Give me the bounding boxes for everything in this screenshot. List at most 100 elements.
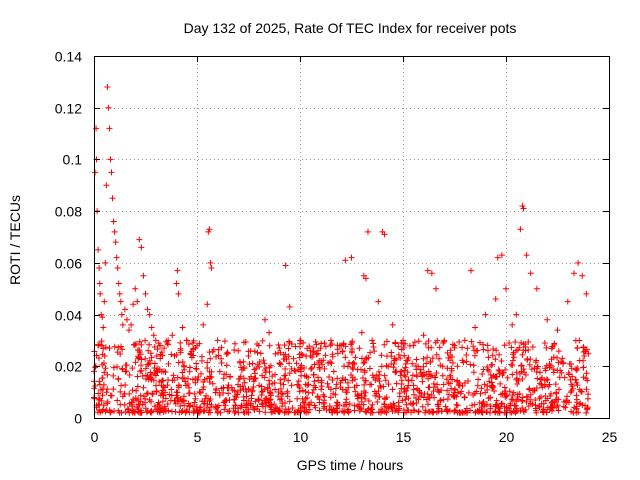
y-tick-label: 0.06: [55, 256, 82, 272]
data-point: [501, 384, 508, 391]
data-point: [305, 389, 312, 396]
data-point: [93, 125, 100, 132]
data-point: [451, 393, 458, 400]
data-point: [275, 341, 282, 348]
data-point: [138, 356, 145, 363]
data-point: [459, 383, 466, 390]
data-point: [126, 371, 133, 378]
data-point: [292, 409, 299, 416]
data-point: [444, 387, 451, 394]
data-point: [316, 365, 323, 372]
data-point: [286, 370, 293, 377]
data-point: [95, 401, 102, 408]
data-point: [395, 399, 402, 406]
x-axis-label: GPS time / hours: [297, 457, 404, 473]
data-point: [102, 259, 109, 266]
data-point: [99, 375, 106, 382]
data-point: [218, 355, 225, 362]
data-point: [451, 407, 458, 414]
data-point: [420, 363, 427, 370]
data-point: [324, 380, 331, 387]
data-point: [360, 359, 367, 366]
data-point: [518, 362, 525, 369]
data-point: [326, 374, 333, 381]
data-point: [269, 408, 276, 415]
data-point: [572, 366, 579, 373]
data-point: [527, 270, 534, 277]
data-point: [146, 357, 153, 364]
data-point: [274, 408, 281, 415]
data-point: [111, 228, 118, 235]
data-point: [413, 356, 420, 363]
data-point: [444, 408, 451, 415]
data-point: [575, 259, 582, 266]
data-point: [102, 344, 109, 351]
data-point: [223, 362, 230, 369]
data-point: [245, 352, 252, 359]
data-point: [312, 338, 319, 345]
data-point: [532, 396, 539, 403]
data-point: [555, 348, 562, 355]
data-point: [346, 401, 353, 408]
data-point: [460, 359, 467, 366]
data-point: [199, 386, 206, 393]
y-tick-label: 0.14: [55, 49, 82, 65]
data-point: [136, 236, 143, 243]
data-point: [464, 345, 471, 352]
x-tick-label: 20: [499, 429, 515, 445]
data-point: [485, 367, 492, 374]
data-point: [432, 384, 439, 391]
data-point: [509, 321, 516, 328]
data-point: [159, 391, 166, 398]
data-point: [279, 400, 286, 407]
data-point: [250, 376, 257, 383]
data-point: [185, 341, 192, 348]
data-point: [201, 407, 208, 414]
data-point: [342, 399, 349, 406]
data-point: [208, 265, 215, 272]
data-point: [434, 337, 441, 344]
data-point: [429, 355, 436, 362]
data-point: [461, 409, 468, 416]
data-point: [403, 401, 410, 408]
data-point: [382, 377, 389, 384]
data-point: [411, 339, 418, 346]
data-point: [512, 402, 519, 409]
data-point: [304, 394, 311, 401]
data-point: [186, 364, 193, 371]
data-point: [537, 369, 544, 376]
data-point: [577, 400, 584, 407]
data-point: [297, 364, 304, 371]
data-point: [191, 399, 198, 406]
data-point: [544, 316, 551, 323]
data-point: [354, 393, 361, 400]
data-point: [271, 379, 278, 386]
data-point: [256, 359, 263, 366]
data-point: [227, 373, 234, 380]
data-point: [144, 408, 151, 415]
data-point: [525, 403, 532, 410]
data-point: [168, 351, 175, 358]
data-point: [183, 337, 190, 344]
data-point: [105, 104, 112, 111]
data-point: [285, 377, 292, 384]
data-point: [357, 366, 364, 373]
data-point: [267, 362, 274, 369]
data-point: [479, 400, 486, 407]
data-point: [290, 355, 297, 362]
data-point: [342, 257, 349, 264]
data-point: [369, 337, 376, 344]
data-point: [214, 337, 221, 344]
data-point: [476, 399, 483, 406]
data-point: [514, 407, 521, 414]
data-point: [240, 393, 247, 400]
data-point: [132, 359, 139, 366]
data-point: [117, 388, 124, 395]
data-point: [249, 360, 256, 367]
data-point: [194, 342, 200, 349]
data-point: [96, 280, 103, 287]
data-point: [492, 401, 499, 408]
data-point: [240, 408, 247, 415]
data-point: [519, 394, 526, 401]
data-point: [224, 408, 231, 415]
